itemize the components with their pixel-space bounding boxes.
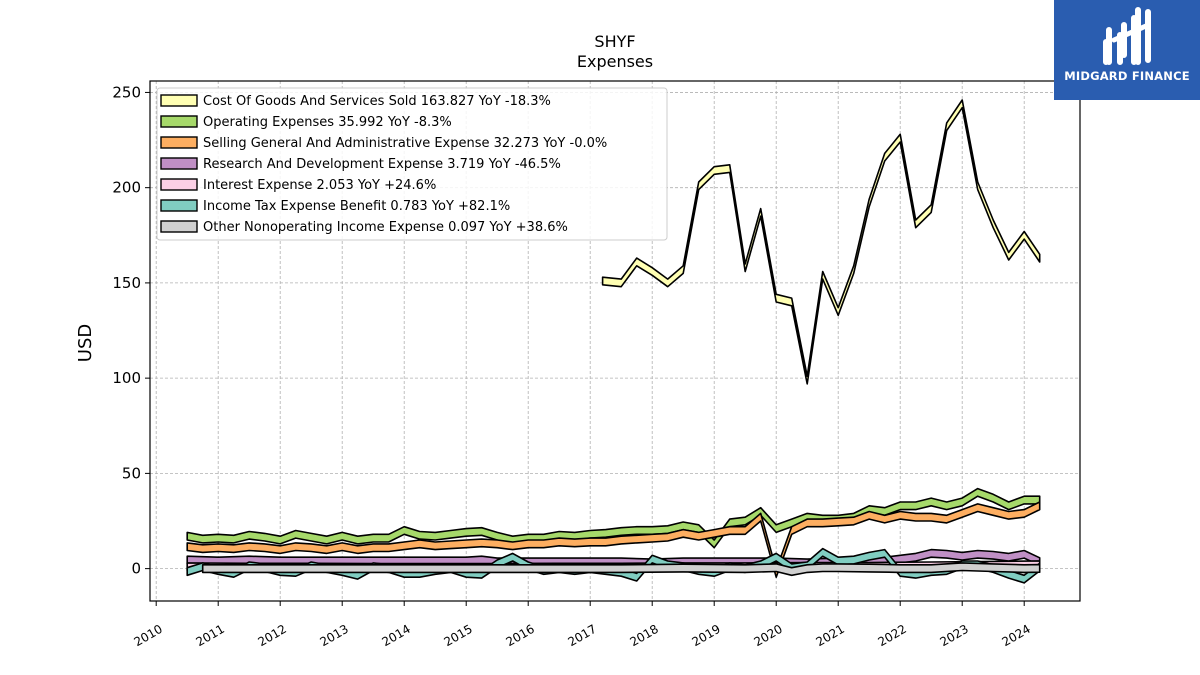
y-axis-label: USD — [75, 324, 96, 362]
legend-entry-4: Interest Expense 2.053 YoY +24.6% — [203, 178, 436, 193]
chart-title: SHYF — [594, 32, 635, 51]
y-tick-label: 150 — [112, 274, 141, 292]
x-tick-label: 2015 — [441, 622, 474, 649]
legend-entry-0: Cost Of Goods And Services Sold 163.827 … — [203, 94, 551, 109]
y-tick-label: 50 — [122, 464, 141, 482]
legend-entry-6: Other Nonoperating Income Expense 0.097 … — [203, 220, 568, 235]
x-tick-label: 2013 — [317, 622, 350, 649]
x-tick-label: 2014 — [379, 622, 412, 649]
x-tick-label: 2021 — [813, 622, 846, 649]
legend-box — [156, 87, 668, 241]
series-2-area — [186, 501, 1041, 579]
legend-swatch-2 — [160, 136, 198, 149]
plot-frame — [149, 80, 1081, 602]
x-tick-label: 2022 — [875, 622, 908, 649]
x-tick-label: 2023 — [937, 622, 970, 649]
legend-entry-5: Income Tax Expense Benefit 0.783 YoY +82… — [203, 199, 510, 214]
x-tick-label: 2016 — [503, 622, 536, 649]
x-tick-label: 2019 — [689, 622, 722, 649]
y-tick-label: 200 — [112, 179, 141, 197]
series-0-area — [601, 99, 1041, 385]
x-tick-label: 2020 — [751, 622, 784, 649]
x-tick-label: 2024 — [999, 622, 1032, 649]
series-6-area — [201, 562, 1041, 577]
midgard-finance-logo: MIDGARD FINANCE — [1054, 0, 1200, 100]
logo-text: MIDGARD FINANCE — [1064, 69, 1190, 83]
y-tick-label: 0 — [131, 560, 141, 578]
legend-swatch-6 — [160, 220, 198, 233]
legend-swatch-0 — [160, 94, 198, 107]
x-tick-label: 2010 — [131, 622, 164, 649]
legend-swatch-3 — [160, 157, 198, 170]
legend-entry-2: Selling General And Administrative Expen… — [203, 136, 607, 151]
x-tick-label: 2012 — [255, 622, 288, 649]
x-tick-label: 2011 — [193, 622, 226, 649]
legend-swatch-4 — [160, 178, 198, 191]
legend: Cost Of Goods And Services Sold 163.827 … — [156, 87, 668, 241]
series-layer — [186, 99, 1041, 584]
legend-swatch-1 — [160, 115, 198, 128]
logo-mark-icon — [1103, 7, 1151, 65]
x-tick-label: 2018 — [627, 622, 660, 649]
legend-entry-1: Operating Expenses 35.992 YoY -8.3% — [203, 115, 452, 130]
chart-subtitle: Expenses — [577, 52, 653, 71]
legend-entry-3: Research And Development Expense 3.719 Y… — [203, 157, 561, 172]
x-tick-label: 2017 — [565, 622, 598, 649]
y-tick-label: 250 — [112, 83, 141, 101]
legend-swatch-5 — [160, 199, 198, 212]
y-tick-label: 100 — [112, 369, 141, 387]
